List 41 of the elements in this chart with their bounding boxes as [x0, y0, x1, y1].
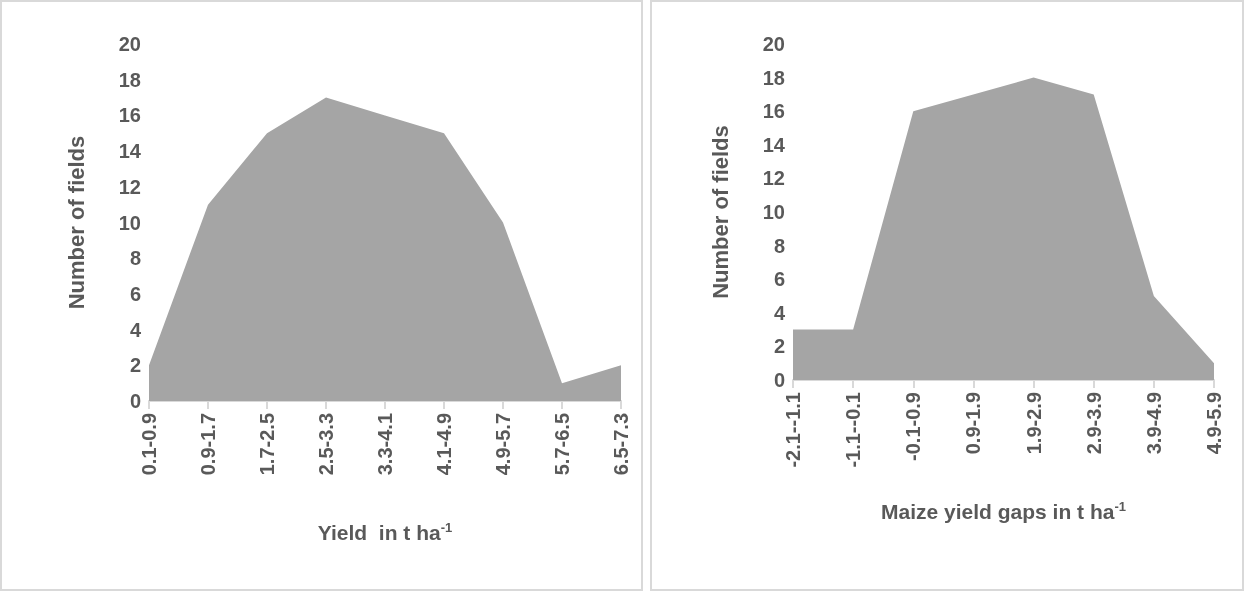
y-tick-label: 4 — [773, 301, 786, 324]
x-tick-label: 0.9-1.7 — [197, 413, 219, 476]
y-tick-label: 10 — [762, 201, 785, 223]
x-tick-label: -2.1--1.1 — [782, 392, 804, 468]
y-tick-label: 0 — [773, 369, 785, 391]
y-tick-label: 14 — [118, 140, 142, 163]
x-tick-label: 0.1-0.9 — [138, 413, 160, 476]
y-tick-label: 0 — [129, 390, 141, 412]
x-tick-label: 4.1-4.9 — [433, 413, 455, 476]
x-tick-label: 1.7-2.5 — [256, 413, 278, 476]
y-tick-label: 20 — [118, 33, 141, 55]
y-tick-label: 20 — [762, 33, 785, 55]
y-tick-label: 8 — [129, 247, 141, 270]
y-tick-label: 18 — [118, 68, 141, 91]
x-tick-label: 3.3-4.1 — [374, 413, 396, 476]
y-tick-label: 2 — [773, 335, 785, 358]
y-tick-label: 14 — [762, 133, 786, 156]
x-tick-label: 2.9-3.9 — [1082, 392, 1105, 455]
y-tick-label: 16 — [118, 104, 141, 127]
y-tick-label: 12 — [762, 167, 785, 190]
x-tick-label: 0.9-1.9 — [962, 392, 985, 455]
y-tick-label: 18 — [762, 66, 785, 89]
x-tick-label: 1.9-2.9 — [1022, 392, 1045, 455]
x-tick-label: -1.1--0.1 — [842, 392, 865, 468]
y-tick-label: 8 — [773, 234, 785, 257]
x-tick-label: 6.5-7.3 — [610, 413, 632, 476]
x-tick-label: -0.1-0.9 — [902, 392, 925, 461]
y-tick-label: 2 — [129, 354, 141, 377]
y-axis-title: Number of fields — [707, 125, 733, 299]
y-tick-label: 12 — [118, 175, 141, 198]
y-tick-label: 16 — [762, 100, 785, 123]
y-tick-label: 6 — [773, 268, 785, 291]
y-tick-label: 6 — [129, 282, 141, 305]
y-tick-label: 4 — [129, 318, 142, 341]
y-axis-title: Number of fields — [63, 135, 89, 310]
x-tick-label: 2.5-3.3 — [315, 413, 337, 476]
x-tick-label: 5.7-6.5 — [551, 413, 573, 476]
x-tick-label: 3.9-4.9 — [1142, 392, 1165, 455]
x-tick-label: 4.9-5.7 — [492, 413, 514, 476]
y-tick-label: 10 — [118, 211, 141, 234]
x-tick-label: 4.9-5.9 — [1203, 392, 1225, 455]
